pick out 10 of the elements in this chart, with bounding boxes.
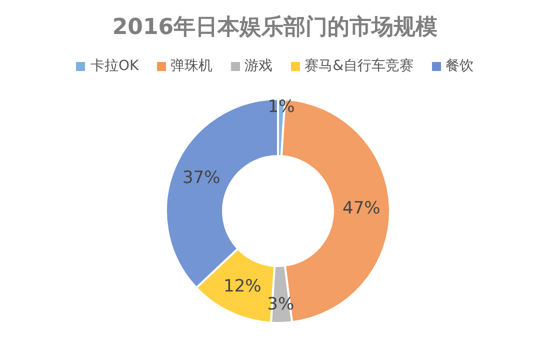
data-label: 37% (182, 168, 220, 188)
data-label: 47% (342, 198, 380, 218)
legend-label: 弹珠机 (170, 57, 213, 75)
data-label: 1% (268, 97, 295, 118)
chart-title: 2016年日本娱乐部门的市场规模 (111, 14, 439, 42)
legend-label: 餐饮 (444, 57, 474, 75)
legend-label: 卡拉OK (89, 57, 139, 75)
legend-label: 赛马&自行车竞赛 (304, 57, 414, 75)
data-label: 12% (224, 276, 262, 297)
legend-label: 游戏 (244, 57, 273, 75)
